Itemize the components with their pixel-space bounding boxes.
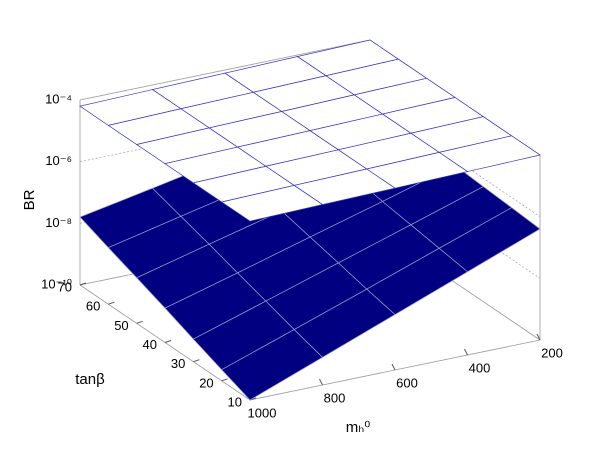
z-tick-label: 10⁻⁸ [45,215,72,230]
tick-mark [464,348,468,356]
y-tick-label: 20 [199,375,213,390]
tick-mark [221,378,228,382]
tick-mark [136,320,143,324]
x-tick-label: 200 [541,345,563,360]
z-tick-label: 10⁻¹⁰ [41,276,72,291]
tick-mark [108,301,115,305]
tick-mark [164,340,172,343]
x-tick-label: 400 [469,360,491,375]
tick-mark [319,378,323,386]
z-tick-label: 10⁻⁶ [45,153,72,168]
surface-patch [220,185,324,222]
tick-mark [391,363,396,371]
y-tick-label: 70 [58,279,72,294]
y-tick-label: 10 [228,394,242,409]
surface-patch [221,329,324,401]
y-tick-label: 30 [171,356,185,371]
z-axis-label: BR [21,189,38,210]
x-tick-label: 600 [396,375,418,390]
z-tick-label: 10⁻⁴ [45,91,72,106]
y-axis-label: tanβ [75,371,105,388]
y-tick-label: 40 [143,337,157,352]
grid-line [79,39,371,101]
x-axis-label: mₕ⁰ [346,419,371,436]
x-tick-label: 800 [324,390,346,405]
tick-mark [193,359,200,363]
y-tick-label: 60 [86,299,100,314]
y-tick-label: 50 [114,318,128,333]
tick-mark [79,282,87,286]
x-tick-label: 1000 [248,405,277,420]
tick-mark [536,333,541,341]
